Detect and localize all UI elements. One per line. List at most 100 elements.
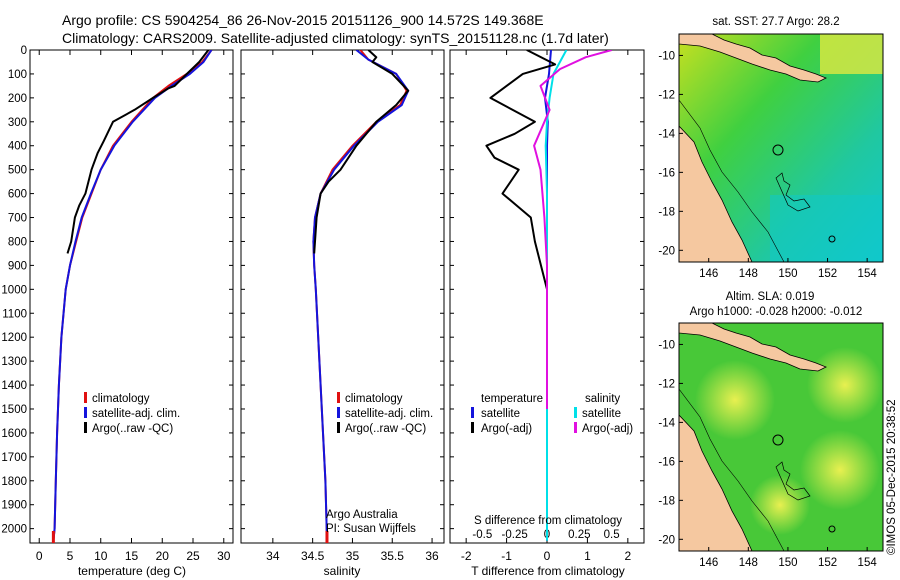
- map-x-tick-label: 150: [778, 557, 797, 569]
- x-tick-label: 34.5: [301, 549, 325, 563]
- temperature-legend: climatology satellite-adj. clim. Argo(..…: [84, 392, 180, 435]
- x-tick-label: 20: [156, 549, 170, 563]
- sst-land-png: [679, 34, 827, 83]
- x-tick-label: -1: [501, 549, 512, 563]
- header-line-2: Climatology: CARS2009. Satellite-adjuste…: [62, 30, 609, 46]
- map-y-tick-label: -16: [658, 456, 675, 468]
- x-tick-label: 5: [67, 549, 74, 563]
- legend-heading-salinity: salinity: [585, 393, 620, 405]
- series-line-argo-raw-qc: [313, 50, 410, 254]
- difference-panel: -2 -1 0 1 2-0.5 -0.25 0 0.25 0.5 S difference fr…: [449, 49, 645, 578]
- legend-swatch-temp-satellite: [471, 407, 474, 418]
- map-x-tick-label: 154: [858, 268, 878, 280]
- sst-argo-position-marker: [772, 144, 784, 156]
- x-tick-label: 2: [624, 549, 631, 563]
- legend-label-satellite-adj: satellite-adj. clim.: [92, 408, 180, 420]
- difference-legend-temperature: temperature satellite Argo(-adj): [471, 393, 543, 435]
- sla-map: Altim. SLA: 0.019 Argo h1000: -0.028 h20…: [658, 291, 884, 569]
- map-y-tick-label: -16: [658, 167, 675, 179]
- salinity-annotation-1: Argo Australia: [326, 509, 398, 521]
- map-y-tick-label: -20: [658, 534, 675, 546]
- map-y-tick-label: -12: [658, 89, 675, 101]
- legend-label-sal-satellite: satellite: [582, 408, 621, 420]
- footer-credit: ©IMOS 05-Dec-2015 20:38:52: [886, 399, 898, 555]
- x-tick-label: 1: [584, 549, 591, 563]
- depth-tick-label: 1900: [1, 500, 27, 512]
- salinity-annotation-2: PI: Susan Wijffels: [326, 523, 416, 535]
- legend-swatch-argo: [337, 422, 340, 433]
- x-tick-label: 36: [425, 549, 439, 563]
- map-x-tick-label: 152: [818, 557, 837, 569]
- legend-label-argo: Argo(..raw -QC): [92, 423, 173, 435]
- sla-argo-position-marker: [772, 434, 784, 446]
- x-tick-label: 0.5: [604, 529, 620, 541]
- difference-legend-salinity: salinity satellite Argo(-adj): [574, 393, 633, 435]
- map-x-tick-label: 152: [818, 268, 837, 280]
- sla-map-title-2: Argo h1000: -0.028 h2000: -0.012: [690, 306, 863, 318]
- sla-blob: [800, 430, 880, 510]
- salinity-frame: [240, 49, 445, 544]
- salinity-x-ticks: 34 34.5 35 35.5 36: [241, 49, 444, 563]
- map-x-tick-label: 148: [739, 557, 758, 569]
- depth-tick-label: 1300: [1, 356, 27, 368]
- sst-map: sat. SST: 27.7 Argo: 28.2 146 148 150 152 15…: [658, 16, 884, 280]
- depth-tick-label: 1200: [1, 332, 27, 344]
- depth-tick-label: 1400: [1, 380, 27, 392]
- x-tick-label: 15: [125, 549, 139, 563]
- depth-tick-label: 2000: [1, 524, 27, 536]
- sst-map-title: sat. SST: 27.7 Argo: 28.2: [712, 16, 839, 28]
- depth-tick-label: 900: [8, 260, 27, 272]
- sst-cool-patch: [770, 195, 883, 262]
- sla-station-marker: [828, 525, 836, 533]
- series-line-satellite-adj-clim: [312, 50, 410, 541]
- temperature-xlabel: temperature (deg C): [78, 564, 186, 578]
- x-tick-label: 35: [346, 549, 360, 563]
- sla-blob: [807, 347, 883, 423]
- difference-lines: [485, 50, 612, 541]
- x-tick-label: 10: [94, 549, 108, 563]
- sst-land-australia: [679, 125, 753, 262]
- map-y-tick-label: -14: [658, 417, 675, 429]
- depth-tick-label: 800: [8, 236, 27, 248]
- sst-map-ticks: 146 148 150 152 154 -10 -12 -14 -16 -18 -20: [658, 50, 877, 280]
- series-line-salinity-satellite: [544, 50, 568, 541]
- x-tick-label: 0: [544, 549, 551, 563]
- sst-warm-patch: [820, 34, 883, 74]
- sst-map-frame: [678, 33, 884, 263]
- legend-swatch-climatology: [337, 392, 340, 403]
- legend-label-satellite-adj: satellite-adj. clim.: [345, 408, 433, 420]
- sla-shelf-contour: [679, 388, 785, 551]
- map-x-tick-label: 146: [699, 557, 718, 569]
- depth-tick-label: 400: [8, 141, 27, 153]
- map-x-tick-label: 150: [778, 268, 797, 280]
- salinity-panel: 34 34.5 35 35.5 36 salinity climatology sate…: [240, 49, 445, 578]
- sla-land-png: [679, 323, 827, 372]
- salinity-xlabel: salinity: [324, 564, 361, 578]
- x-tick-label: 25: [186, 549, 200, 563]
- legend-label-temp-argo: Argo(-adj): [481, 423, 532, 435]
- sla-reef-outline: [775, 461, 811, 501]
- sst-shelf-contour: [679, 99, 785, 262]
- depth-tick-label: 1100: [2, 308, 27, 320]
- legend-heading-temperature: temperature: [481, 393, 543, 405]
- legend-swatch-sal-argo: [574, 422, 577, 433]
- salinity-lines: [312, 50, 410, 543]
- map-y-tick-label: -12: [658, 378, 675, 390]
- depth-tick-label: 1000: [1, 284, 27, 296]
- difference-xlabel-top: S difference from climatology: [474, 515, 622, 527]
- x-tick-label: -2: [461, 549, 472, 563]
- map-y-tick-label: -20: [658, 245, 675, 257]
- map-x-tick-label: 148: [739, 268, 758, 280]
- map-y-tick-label: -14: [658, 128, 675, 140]
- sla-map-ticks: 146 148 150 152 154 -10 -12 -14 -16 -18 -20: [658, 339, 877, 569]
- legend-swatch-argo: [84, 422, 87, 433]
- depth-tick-label: 1800: [1, 476, 27, 488]
- depth-tick-label: 1700: [1, 452, 27, 464]
- sla-land-australia: [679, 414, 753, 551]
- sst-station-marker: [828, 235, 836, 243]
- depth-tick-label: 300: [8, 117, 27, 129]
- map-x-tick-label: 154: [858, 557, 878, 569]
- sla-map-title-1: Altim. SLA: 0.019: [726, 291, 815, 303]
- sst-reef-outline: [775, 172, 811, 212]
